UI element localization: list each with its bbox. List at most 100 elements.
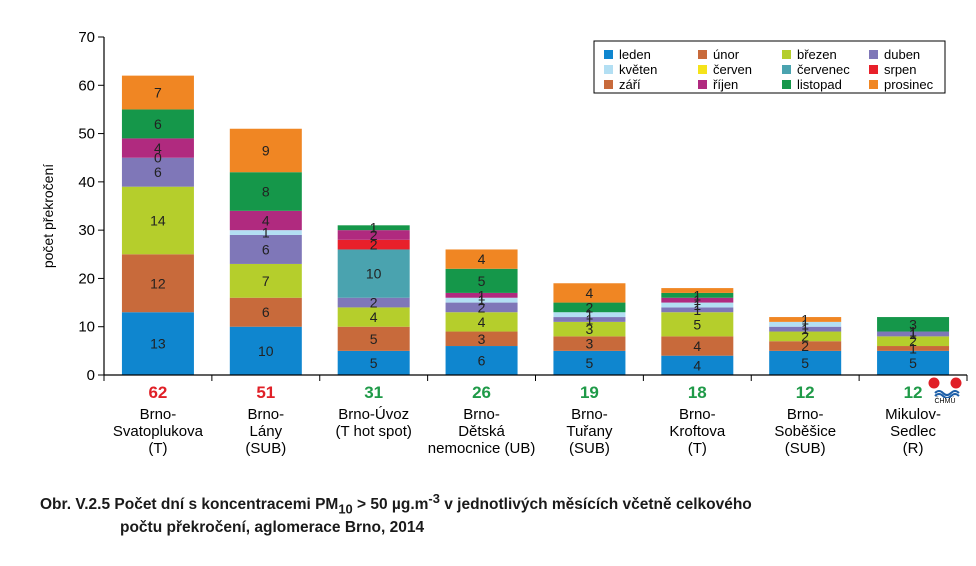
data-label: 5 (801, 355, 809, 371)
data-label: 8 (262, 184, 270, 200)
bar-segment (337, 249, 410, 298)
bar-segment (445, 249, 518, 269)
y-tick-label: 0 (87, 367, 95, 384)
bar-segment (553, 321, 626, 337)
bar-segment (445, 268, 518, 293)
legend-label: říjen (713, 77, 738, 92)
bar-segment (661, 297, 734, 303)
category-label: Brno-Úvoz (338, 406, 409, 423)
category-label: Brno- (571, 406, 608, 423)
legend-label: srpen (884, 62, 917, 77)
figure-caption: Obr. V.2.5 Počet dní s koncentracemi PM1… (40, 489, 960, 537)
bar-segment (121, 186, 194, 255)
legend-item: říjen (698, 77, 738, 92)
data-label: 9 (262, 142, 270, 158)
category-label: (SUB) (245, 440, 286, 457)
legend-swatch (698, 80, 707, 89)
category-label: Brno- (140, 406, 177, 423)
bar-segment (877, 336, 950, 347)
data-label: 5 (586, 355, 594, 371)
bar-segment (445, 297, 518, 303)
category-label: Kroftova (669, 423, 726, 440)
chmu-logo-text: ČHMÚ (934, 398, 956, 405)
legend-swatch (782, 80, 791, 89)
caption-suffix: v jednotlivých měsících včetně celkového (439, 496, 752, 514)
data-label: 2 (370, 237, 378, 253)
bar-segment (553, 350, 626, 375)
data-label: 5 (370, 355, 378, 371)
total-label: 51 (256, 383, 275, 402)
legend-label: květen (619, 62, 657, 77)
data-label: 10 (258, 343, 274, 359)
category-label: Brno- (463, 406, 500, 423)
y-tick-label: 10 (78, 319, 95, 336)
data-label: 2 (370, 295, 378, 311)
data-label: 1 (586, 311, 594, 327)
data-label: 3 (478, 331, 486, 347)
bar-segment (229, 326, 302, 375)
bar-segment (769, 350, 842, 375)
data-label: 1 (693, 302, 701, 318)
bar-segment (337, 350, 410, 375)
data-label: 13 (150, 336, 166, 352)
data-label: 1 (909, 326, 917, 342)
bar-segment (661, 292, 734, 298)
data-label: 6 (154, 164, 162, 180)
stacked-bar-chart: 1312146046710676148955421022163421154533… (40, 29, 968, 457)
category-label: (T) (148, 440, 167, 457)
total-label: 18 (688, 383, 707, 402)
legend-swatch (604, 80, 613, 89)
bar-segment (661, 302, 734, 308)
legend: leden únor březen duben květen červen červenec… (593, 40, 946, 94)
bar-segment (121, 109, 194, 139)
y-tick-label: 40 (78, 174, 95, 191)
chmu-logo: ČHMÚ (925, 376, 965, 410)
bar-segment (661, 312, 734, 337)
category-label: (SUB) (785, 440, 826, 457)
category-label: nemocnice (UB) (428, 440, 536, 457)
data-label: 1 (478, 292, 486, 308)
bar-segment (553, 317, 626, 322)
bar-segment (769, 331, 842, 342)
y-axis-title: počet překročení (40, 164, 56, 268)
category-label: Brno- (247, 406, 284, 423)
legend-item: srpen (869, 62, 917, 77)
data-label: 4 (586, 285, 594, 301)
category-label: Tuřany (566, 423, 613, 440)
bar-segment (121, 75, 194, 110)
legend-item: březen (782, 47, 837, 62)
bar-segment (769, 326, 842, 332)
bar-segment (553, 336, 626, 351)
caption-line2: počtu překročení, aglomerace Brno, 2014 (120, 519, 425, 537)
category-label: (T) (688, 440, 707, 457)
legend-label: leden (619, 47, 651, 62)
legend-label: prosinec (884, 77, 934, 92)
data-label: 7 (262, 273, 270, 289)
bar-segment (337, 230, 410, 240)
y-tick-label: 20 (78, 270, 95, 287)
data-label: 3 (909, 316, 917, 332)
total-label: 19 (580, 383, 599, 402)
category-label: Dětská (458, 423, 505, 440)
data-label: 1 (801, 316, 809, 332)
legend-label: duben (884, 47, 920, 62)
data-label: 1 (586, 307, 594, 323)
caption-middle: > 50 µg.m (352, 496, 429, 514)
total-label: 31 (364, 383, 383, 402)
caption-superscript: -3 (428, 491, 440, 506)
bar-segment (229, 128, 302, 173)
data-label: 1 (262, 225, 270, 241)
legend-swatch (869, 80, 878, 89)
total-label: 26 (472, 383, 491, 402)
bar-segment (445, 331, 518, 347)
data-label: 1 (909, 340, 917, 356)
y-tick-label: 30 (78, 222, 95, 239)
bar-segment (445, 292, 518, 298)
bar-segment (337, 307, 410, 327)
legend-swatch (869, 65, 878, 74)
data-label: 5 (478, 273, 486, 289)
data-label: 2 (586, 299, 594, 315)
legend-swatch (604, 65, 613, 74)
